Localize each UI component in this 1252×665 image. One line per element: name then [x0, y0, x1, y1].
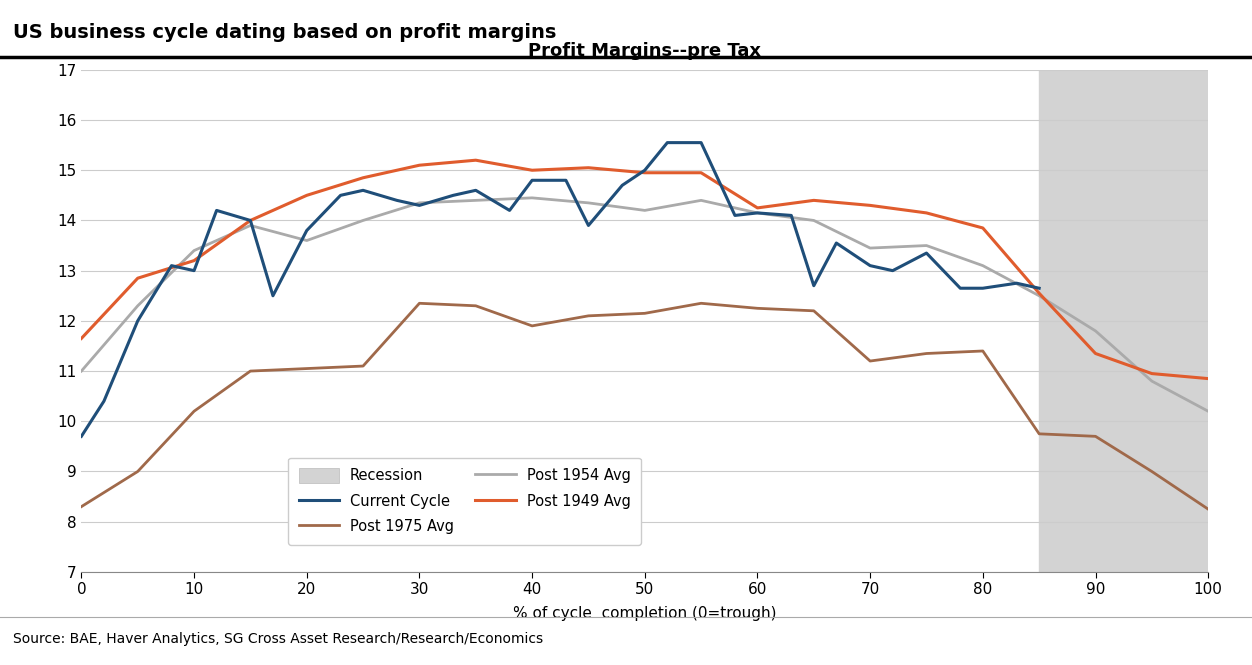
Title: Profit Margins--pre Tax: Profit Margins--pre Tax	[528, 42, 761, 60]
Text: Source: BAE, Haver Analytics, SG Cross Asset Research/Research/Economics: Source: BAE, Haver Analytics, SG Cross A…	[13, 632, 542, 646]
Legend: Recession, Current Cycle, Post 1975 Avg, Post 1954 Avg, Post 1949 Avg: Recession, Current Cycle, Post 1975 Avg,…	[288, 458, 641, 545]
X-axis label: % of cycle  completion (0=trough): % of cycle completion (0=trough)	[513, 606, 776, 620]
Bar	[1039, 70, 1208, 572]
Text: US business cycle dating based on profit margins: US business cycle dating based on profit…	[13, 23, 556, 43]
